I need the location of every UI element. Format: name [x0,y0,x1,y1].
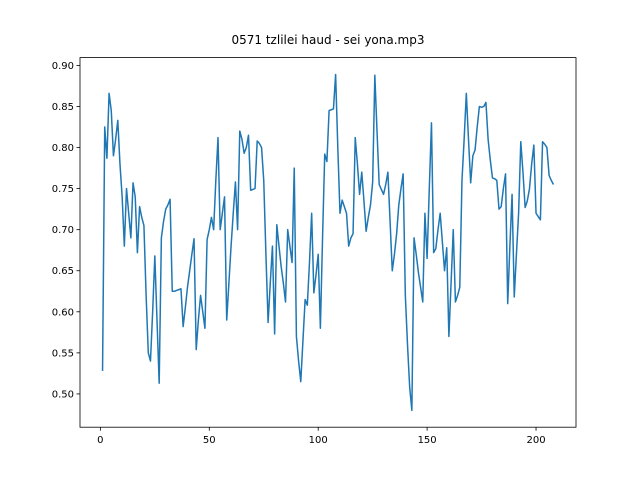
y-tick-label: 0.70 [52,225,74,236]
y-tick-label: 0.75 [52,184,74,195]
x-tick-label: 100 [309,435,328,446]
x-tick-label: 50 [203,435,216,446]
x-tick-label: 200 [526,435,545,446]
y-tick-label: 0.90 [52,61,74,72]
y-tick-label: 0.85 [52,102,74,113]
y-tick-label: 0.50 [52,389,74,400]
axes-frame [79,57,577,428]
x-tick-label: 0 [97,435,103,446]
chart-title: 0571 tzlilei haud - sei yona.mp3 [232,33,425,47]
y-tick-label: 0.60 [52,307,74,318]
y-tick-label: 0.65 [52,266,74,277]
y-tick-label: 0.55 [52,348,74,359]
data-line [101,73,555,412]
x-tick-label: 150 [418,435,437,446]
y-tick-label: 0.80 [52,143,74,154]
